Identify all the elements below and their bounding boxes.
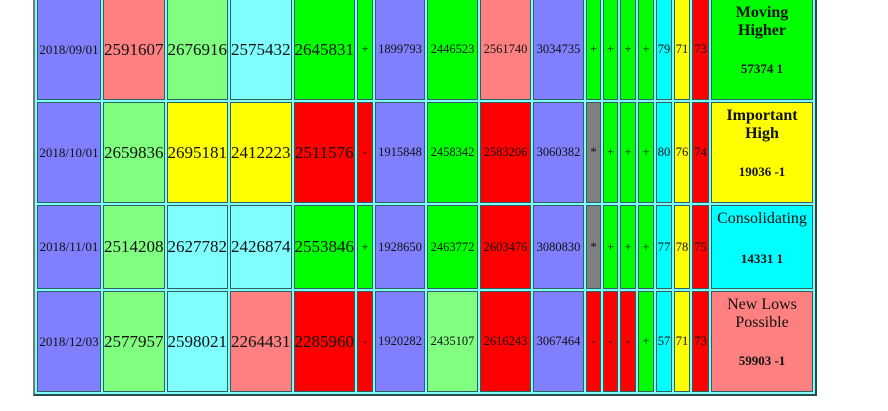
value-8-cell: 3034735: [533, 0, 584, 100]
score-1-cell: 79: [656, 0, 672, 100]
value-3-cell: 2412223: [230, 102, 292, 203]
value-7-cell: 2616243: [480, 291, 531, 392]
signal-1-cell: -: [586, 291, 601, 392]
table-row: 2018/10/01 2659836 2695181 2412223 2511576-1…: [37, 102, 813, 203]
value-7-cell: 2561740: [480, 0, 531, 100]
trend-value: 57374 1: [740, 61, 784, 76]
score-3-cell: 75: [692, 205, 709, 289]
value-7-cell: 2583206: [480, 102, 531, 203]
value-5-cell: 1915848: [375, 102, 425, 203]
trend-label: Moving Higher: [735, 4, 789, 39]
table-row: 2018/12/03 2577957 2598021 2264431 2285960-1…: [37, 291, 813, 392]
value-8-cell: 3060382: [533, 102, 584, 203]
sign-cell: -: [357, 102, 373, 203]
signal-2-cell: +: [603, 205, 618, 289]
score-3-cell: 73: [692, 0, 709, 100]
score-3-cell: 73: [692, 291, 709, 392]
score-2-cell: 71: [674, 291, 690, 392]
trend-label: Important High: [726, 107, 798, 142]
value-2-cell: 2598021: [166, 291, 228, 392]
value-3-cell: 2264431: [230, 291, 292, 392]
signal-4-cell: +: [638, 0, 654, 100]
trend-value: 19036 -1: [738, 164, 786, 179]
signal-3-cell: +: [620, 0, 636, 100]
value-1-cell: 2577957: [103, 291, 165, 392]
score-3-cell: 74: [692, 102, 709, 203]
value-4-cell: 2553846: [293, 205, 355, 289]
table-row: 2018/09/01 2591607 2676916 2575432 2645831 +1…: [37, 0, 813, 100]
value-1-cell: 2659836: [103, 102, 165, 203]
value-7-cell: 2603476: [480, 205, 531, 289]
sign-cell: +: [357, 0, 373, 100]
value-4-cell: 2645831: [293, 0, 355, 100]
signal-1-cell: *: [586, 102, 601, 203]
date-cell: 2018/12/03: [37, 291, 101, 392]
score-2-cell: 71: [674, 0, 690, 100]
value-4-cell: 2285960: [293, 291, 355, 392]
value-6-cell: 2446523: [427, 0, 478, 100]
value-5-cell: 1920282: [375, 291, 425, 392]
table-body: 2018/09/01 2591607 2676916 2575432 2645831 +1…: [37, 0, 813, 392]
trend-label: New Lows Possible: [727, 296, 797, 331]
signal-1-cell: +: [586, 0, 601, 100]
signal-2-cell: +: [603, 0, 618, 100]
value-2-cell: 2695181: [166, 102, 228, 203]
signal-3-cell: +: [620, 205, 636, 289]
signal-3-cell: -: [620, 291, 636, 392]
value-1-cell: 2514208: [103, 205, 165, 289]
signal-2-cell: +: [603, 102, 618, 203]
trend-value: 59903 -1: [738, 353, 786, 368]
signal-4-cell: +: [638, 205, 654, 289]
score-1-cell: 77: [656, 205, 672, 289]
value-6-cell: 2435107: [427, 291, 478, 392]
date-cell: 2018/09/01: [37, 0, 101, 100]
signal-2-cell: -: [603, 291, 618, 392]
score-1-cell: 57: [656, 291, 672, 392]
signal-1-cell: *: [586, 205, 601, 289]
signal-3-cell: +: [620, 102, 636, 203]
signal-table-container: 2018/09/01 2591607 2676916 2575432 2645831 +1…: [33, 0, 817, 396]
date-cell: 2018/11/01: [37, 205, 101, 289]
value-2-cell: 2627782: [166, 205, 228, 289]
score-1-cell: 80: [656, 102, 672, 203]
signal-table: 2018/09/01 2591607 2676916 2575432 2645831 +1…: [35, 0, 815, 394]
value-6-cell: 2458342: [427, 102, 478, 203]
value-8-cell: 3080830: [533, 205, 584, 289]
value-6-cell: 2463772: [427, 205, 478, 289]
trend-label-cell: New Lows Possible 59903 -1: [711, 291, 813, 392]
value-4-cell: 2511576: [293, 102, 355, 203]
score-2-cell: 78: [674, 205, 690, 289]
value-2-cell: 2676916: [166, 0, 228, 100]
value-1-cell: 2591607: [103, 0, 165, 100]
score-2-cell: 76: [674, 102, 690, 203]
sign-cell: +: [357, 205, 373, 289]
trend-label-cell: Important High 19036 -1: [711, 102, 813, 203]
trend-value: 14331 1: [740, 251, 784, 266]
signal-4-cell: +: [638, 102, 654, 203]
sign-cell: -: [357, 291, 373, 392]
value-8-cell: 3067464: [533, 291, 584, 392]
value-5-cell: 1899793: [375, 0, 425, 100]
trend-label-cell: Consolidating 14331 1: [711, 205, 813, 289]
value-3-cell: 2575432: [230, 0, 292, 100]
date-cell: 2018/10/01: [37, 102, 101, 203]
table-row: 2018/11/01 2514208 2627782 2426874 2553846 +1…: [37, 205, 813, 289]
trend-label: Consolidating: [717, 210, 807, 227]
value-3-cell: 2426874: [230, 205, 292, 289]
value-5-cell: 1928650: [375, 205, 425, 289]
trend-label-cell: Moving Higher 57374 1: [711, 0, 813, 100]
signal-4-cell: +: [638, 291, 654, 392]
